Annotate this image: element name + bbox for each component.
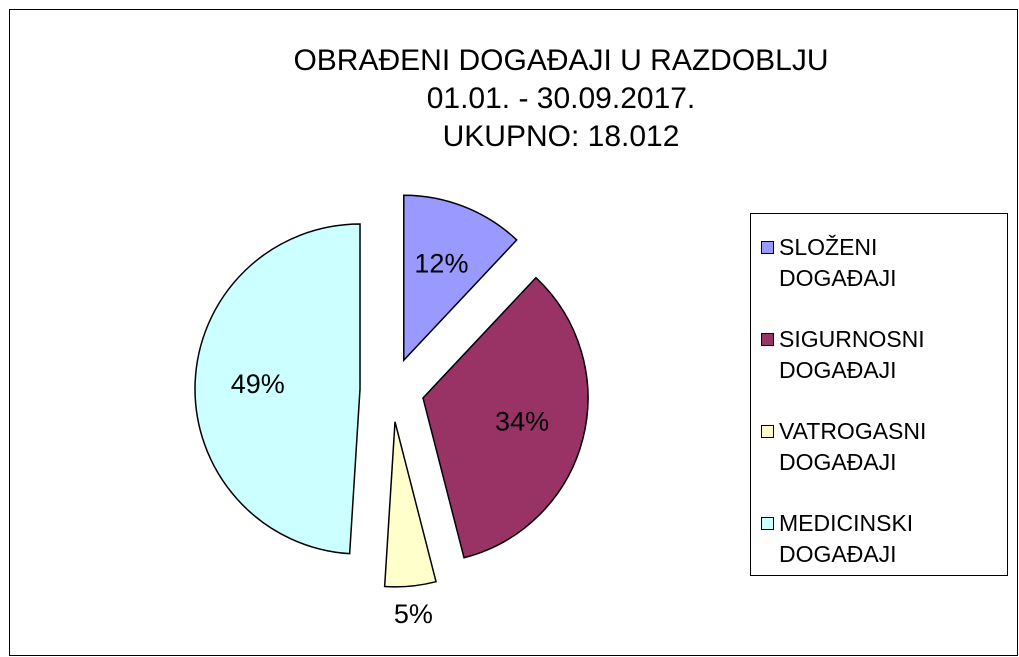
slice-label: 34%: [495, 407, 549, 437]
chart-subtitle: 01.01. - 30.09.2017.: [427, 82, 696, 115]
pie-slice: [422, 276, 589, 559]
chart-frame: [9, 9, 1018, 656]
legend-item: SLOŽENI DOGAĐAJI: [761, 232, 964, 294]
legend-label: VATROGASNI DOGAĐAJI: [779, 418, 927, 475]
legend-swatch: [761, 425, 774, 438]
legend-swatch: [761, 517, 774, 530]
slice-label: 12%: [414, 248, 468, 278]
legend: SLOŽENI DOGAĐAJI SIGURNOSNI DOGAĐAJI VATRO…: [750, 213, 1008, 576]
legend-swatch: [761, 333, 774, 346]
chart-title: OBRAĐENI DOGAĐAJI U RAZDOBLJU: [293, 44, 828, 77]
pie-slice: [194, 223, 361, 555]
legend-label: SIGURNOSNI DOGAĐAJI: [779, 326, 925, 383]
legend-item: VATROGASNI DOGAĐAJI: [761, 416, 964, 478]
legend-item: SIGURNOSNI DOGAĐAJI: [761, 324, 964, 386]
chart-total: UKUPNO: 18.012: [443, 120, 680, 153]
slice-label: 5%: [394, 599, 433, 629]
pie-slice: [383, 421, 437, 588]
pie-slice: [403, 194, 518, 363]
legend-label: MEDICINSKI DOGAĐAJI: [779, 510, 914, 567]
legend-swatch: [761, 241, 774, 254]
legend-label: SLOŽENI DOGAĐAJI: [779, 234, 897, 291]
legend-item: MEDICINSKI DOGAĐAJI: [761, 508, 964, 570]
slice-label: 49%: [231, 369, 285, 399]
